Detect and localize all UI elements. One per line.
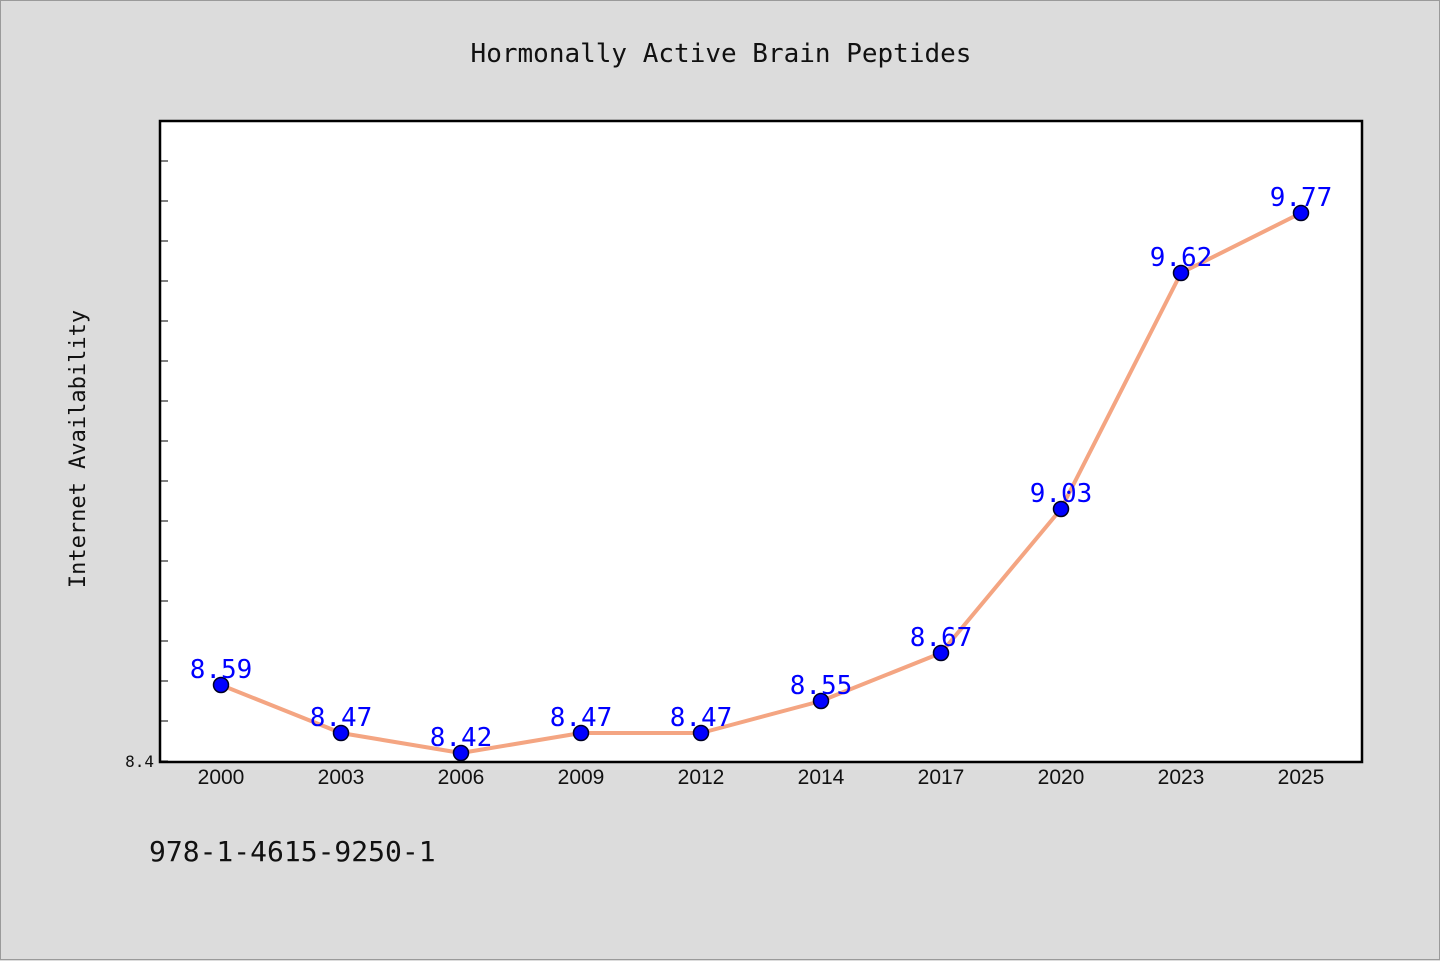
- data-label: 8.59: [190, 655, 253, 685]
- data-label: 9.03: [1030, 479, 1093, 509]
- data-point: [1292, 204, 1310, 222]
- markers-layer: [212, 204, 1310, 762]
- data-point: [812, 692, 830, 710]
- data-point: [212, 676, 230, 694]
- series-line: [219, 211, 1303, 755]
- x-tick-label: 2003: [318, 766, 365, 789]
- x-tick-label: 2000: [198, 766, 245, 789]
- data-label: 9.62: [1150, 243, 1213, 273]
- y-tick-label: 8.4: [125, 752, 154, 771]
- data-label: 8.47: [310, 703, 373, 733]
- y-axis-label: Internet Availability: [66, 310, 91, 588]
- series-layer: [219, 211, 1303, 755]
- x-tick-label: 2006: [438, 766, 485, 789]
- data-point: [572, 724, 590, 742]
- data-point: [332, 724, 350, 742]
- x-tick-label: 2009: [558, 766, 605, 789]
- plot-area: [158, 119, 1364, 764]
- chart-title: Hormonally Active Brain Peptides: [471, 39, 972, 69]
- x-tick-label: 2012: [678, 766, 725, 789]
- data-label: 8.47: [670, 703, 733, 733]
- x-tick-label: 2023: [1158, 766, 1205, 789]
- data-point: [932, 644, 950, 662]
- data-point: [1052, 500, 1070, 518]
- data-point: [692, 724, 710, 742]
- data-label: 8.67: [910, 623, 973, 653]
- data-label: 8.42: [430, 723, 493, 753]
- data-labels: 8.59 8.47 8.42 8.47 8.47 8.55 8.67 9.03 9.62 9.77: [190, 183, 1333, 753]
- x-tick-label: 2020: [1038, 766, 1085, 789]
- data-point: [1172, 264, 1190, 282]
- data-label: 8.55: [790, 671, 853, 701]
- data-label: 8.47: [550, 703, 613, 733]
- data-label: 9.77: [1270, 183, 1333, 213]
- data-point: [452, 744, 470, 762]
- x-axis-ticks: 2000 2003 2006 2009 2012 2014 2017 2020 2023 2025: [198, 766, 1325, 789]
- footnote-code: 978-1-4615-9250-1: [149, 835, 436, 868]
- x-tick-label: 2025: [1278, 766, 1325, 789]
- x-tick-label: 2014: [798, 766, 845, 789]
- x-tick-label: 2017: [918, 766, 965, 789]
- y-axis-ticks: 8.4: [125, 160, 168, 771]
